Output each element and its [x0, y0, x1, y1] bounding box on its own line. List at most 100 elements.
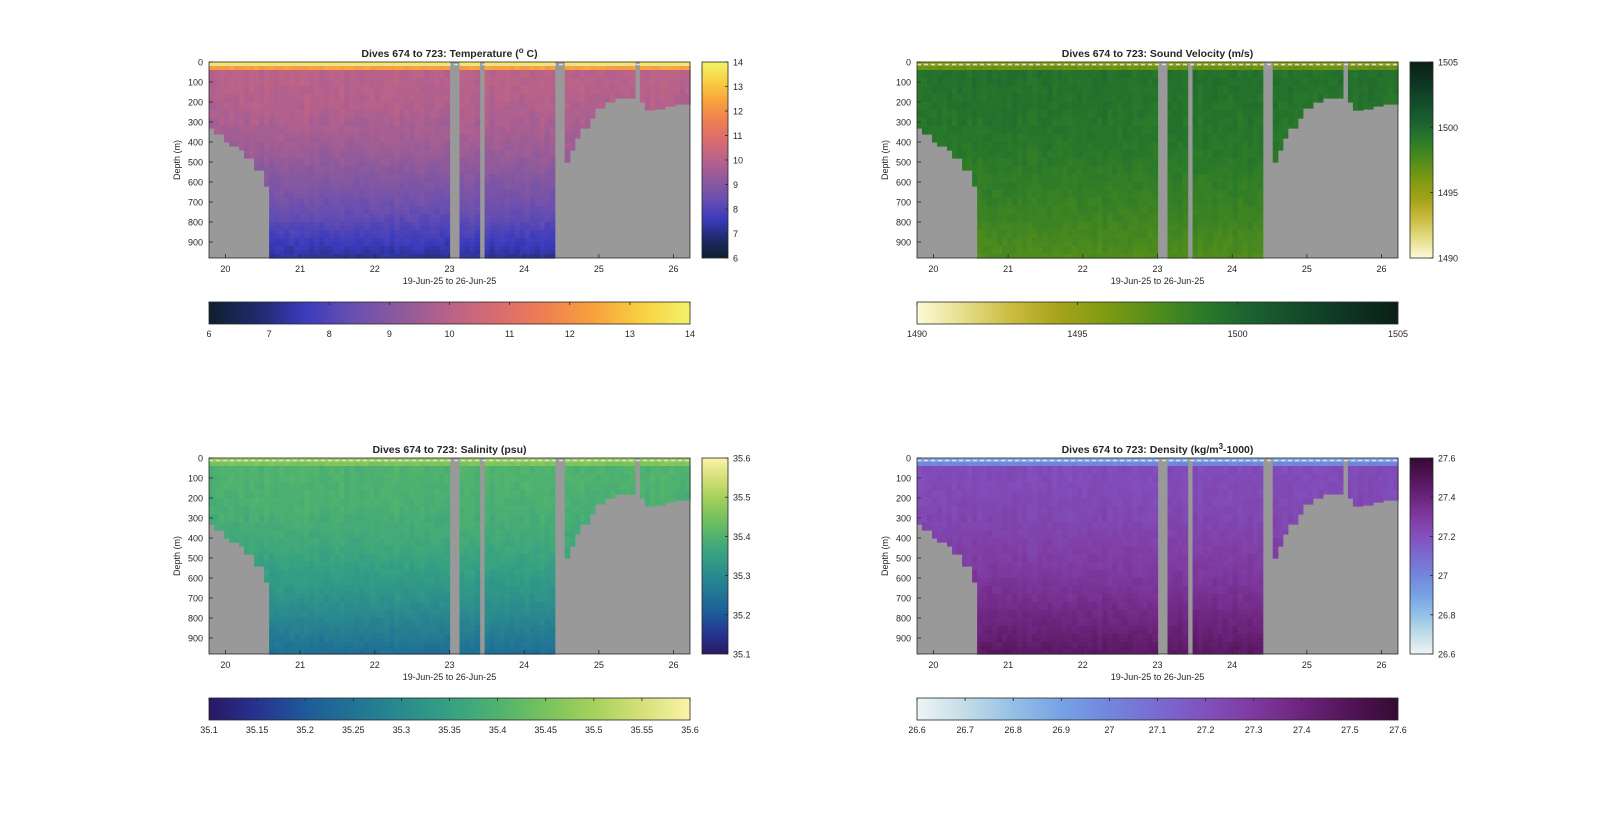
heatmap-cell	[259, 162, 265, 167]
heatmap-cell	[1112, 110, 1119, 115]
heatmap-cell	[399, 158, 406, 163]
heatmap-cell	[1117, 142, 1124, 147]
heatmap-cell	[1087, 222, 1093, 227]
heatmap-cell	[1057, 206, 1063, 211]
heatmap-cell	[344, 98, 350, 103]
heatmap-cell	[444, 110, 451, 115]
heatmap-cell	[404, 210, 411, 215]
heatmap-cell	[529, 226, 536, 231]
heatmap-cell	[962, 154, 968, 159]
heatmap-cell	[1082, 118, 1088, 123]
heatmap-cell	[289, 238, 295, 243]
heatmap-cell	[504, 138, 511, 143]
heatmap-cell	[304, 242, 310, 247]
heatmap-cell	[389, 226, 395, 231]
heatmap-cell	[957, 98, 963, 103]
heatmap-cell	[499, 106, 506, 111]
heatmap-cell	[544, 218, 551, 223]
heatmap-cell	[269, 242, 275, 247]
heatmap-cell	[409, 250, 416, 255]
heatmap-cell	[982, 138, 988, 143]
heatmap-cell	[279, 174, 285, 179]
heatmap-cell	[434, 74, 441, 79]
heatmap-cell	[1112, 138, 1119, 143]
heatmap-cell	[419, 198, 426, 203]
heatmap-cell	[1007, 106, 1013, 111]
heatmap-cell	[1007, 226, 1013, 231]
heatmap-cell	[1087, 130, 1093, 135]
heatmap-cell	[339, 246, 345, 251]
heatmap-cell	[1052, 102, 1058, 107]
heatmap-cell	[982, 226, 988, 231]
heatmap-cell	[364, 162, 370, 167]
heatmap-cell	[334, 90, 340, 95]
heatmap-cell	[544, 122, 551, 127]
heatmap-cell	[369, 110, 375, 115]
heatmap-cell	[484, 74, 491, 79]
heatmap-cell	[214, 66, 220, 71]
heatmap-cell	[972, 86, 978, 91]
heatmap-cell	[414, 110, 421, 115]
heatmap-cell	[404, 70, 411, 75]
heatmap-cell	[514, 82, 521, 87]
heatmap-cell	[384, 254, 390, 259]
heatmap-cell	[499, 158, 506, 163]
heatmap-cell	[329, 126, 335, 131]
heatmap-cell	[384, 214, 390, 219]
heatmap-cell	[484, 98, 491, 103]
heatmap-cell	[364, 134, 370, 139]
heatmap-cell	[1032, 178, 1038, 183]
heatmap-cell	[284, 198, 290, 203]
heatmap-cell	[1037, 66, 1043, 71]
heatmap-cell	[1117, 166, 1124, 171]
heatmap-cell	[1057, 230, 1063, 235]
heatmap-cell	[484, 254, 491, 259]
heatmap-cell	[404, 122, 411, 127]
heatmap-cell	[394, 138, 400, 143]
heatmap-cell	[1037, 110, 1043, 115]
heatmap-cell	[604, 62, 611, 67]
heatmap-cell	[409, 138, 416, 143]
heatmap-cell	[419, 234, 426, 239]
heatmap-cell	[424, 146, 431, 151]
heatmap-cell	[594, 66, 601, 71]
heatmap-cell	[409, 82, 416, 87]
heatmap-cell	[219, 86, 225, 91]
heatmap-cell	[214, 86, 220, 91]
heatmap-cell	[459, 166, 466, 171]
x-axis-label: 19-Jun-25 to 26-Jun-25	[403, 276, 497, 286]
heatmap-cell	[464, 166, 471, 171]
heatmap-cell	[1072, 66, 1078, 71]
heatmap-cell	[279, 214, 285, 219]
heatmap-cell	[569, 130, 576, 135]
heatmap-cell	[289, 138, 295, 143]
heatmap-cell	[1087, 202, 1093, 207]
heatmap-cell	[669, 98, 676, 103]
heatmap-cell	[279, 114, 285, 119]
heatmap-cell	[1052, 174, 1058, 179]
heatmap-cell	[624, 62, 631, 67]
heatmap-cell	[274, 142, 280, 147]
heatmap-cell	[429, 78, 436, 83]
heatmap-cell	[434, 202, 441, 207]
heatmap-cell	[599, 102, 606, 107]
heatmap-cell	[524, 90, 531, 95]
heatmap-cell	[349, 110, 355, 115]
heatmap-cell	[1057, 210, 1063, 215]
heatmap-cell	[614, 78, 621, 83]
heatmap-cell	[504, 190, 511, 195]
heatmap-cell	[444, 230, 451, 235]
heatmap-cell	[294, 150, 300, 155]
heatmap-cell	[304, 250, 310, 255]
heatmap-cell	[369, 154, 375, 159]
heatmap-cell	[1117, 198, 1124, 203]
heatmap-cell	[289, 94, 295, 99]
heatmap-cell	[1042, 94, 1048, 99]
heatmap-cell	[982, 230, 988, 235]
heatmap-cell	[424, 138, 431, 143]
heatmap-cell	[997, 102, 1003, 107]
heatmap-cell	[464, 218, 471, 223]
heatmap-cell	[982, 70, 988, 75]
heatmap-cell	[1082, 122, 1088, 127]
heatmap-cell	[1057, 250, 1063, 255]
